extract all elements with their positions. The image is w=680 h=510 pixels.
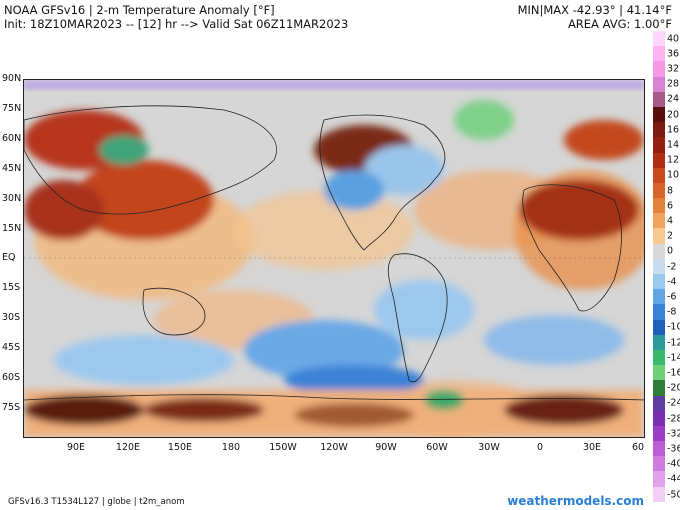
- colorbar-label: -14: [667, 352, 680, 364]
- colorbar-swatch: [653, 274, 665, 290]
- colorbar-swatch: [653, 441, 665, 457]
- colorbar-label: -32: [667, 428, 680, 440]
- anomaly-field: [24, 100, 644, 437]
- area-avg-text: AREA AVG: 1.00°F: [567, 17, 672, 31]
- colorbar-swatch: [653, 380, 665, 396]
- colorbar-swatch: [653, 198, 665, 214]
- lon-label: 150E: [167, 442, 193, 453]
- colorbar-swatch: [653, 76, 665, 92]
- colorbar-label: 20: [667, 109, 680, 121]
- colorbar-label: -36: [667, 443, 680, 455]
- colorbar-swatch: [653, 304, 665, 320]
- lat-label: 30S: [2, 312, 21, 323]
- lat-label: 90N: [2, 73, 22, 84]
- colorbar-swatch: [653, 106, 665, 123]
- colorbar-label: 24: [667, 93, 680, 105]
- lat-label: 45S: [2, 342, 21, 353]
- colorbar-label: 12: [667, 154, 680, 166]
- colorbar-swatch: [653, 61, 665, 77]
- map-title: NOAA GFSv16 | 2-m Temperature Anomaly [°…: [4, 3, 275, 17]
- colorbar-swatch: [653, 289, 665, 305]
- lon-label: 150W: [269, 442, 297, 453]
- lat-label: 15N: [2, 223, 22, 234]
- colorbar-swatch: [653, 122, 665, 138]
- credit-link[interactable]: weathermodels.com: [507, 494, 644, 508]
- colorbar-swatch: [653, 167, 665, 183]
- colorbar-swatch: [653, 91, 665, 107]
- colorbar-label: 8: [667, 185, 674, 197]
- lon-label: 30W: [478, 442, 500, 453]
- colorbar-swatch: [653, 258, 665, 274]
- lat-label: 30N: [2, 193, 22, 204]
- colorbar-label: -20: [667, 382, 680, 394]
- colorbar-swatch: [653, 410, 665, 426]
- title-left: NOAA GFSv16 | 2-m Temperature Anomaly [°…: [4, 3, 348, 31]
- colorbar-label: 32: [667, 63, 680, 75]
- colorbar-swatch: [653, 228, 665, 244]
- colorbar: [653, 31, 665, 502]
- init-valid-text: Init: 18Z10MAR2023 -- [12] hr --> Valid …: [4, 17, 349, 31]
- lat-label: EQ: [2, 252, 16, 263]
- colorbar-swatch: [653, 456, 665, 472]
- colorbar-swatch: [653, 243, 665, 259]
- lon-label: 90E: [66, 442, 86, 453]
- minmax-text: MIN|MAX -42.93° | 41.14°F: [517, 3, 672, 17]
- lat-label: 45N: [2, 163, 22, 174]
- colorbar-swatch: [653, 334, 665, 350]
- colorbar-swatch: [653, 471, 665, 487]
- coastlines: [24, 105, 644, 401]
- lon-label: 120E: [115, 442, 141, 453]
- colorbar-swatch: [653, 365, 665, 381]
- colorbar-swatch: [653, 137, 665, 153]
- colorbar-label: -50: [667, 489, 680, 501]
- colorbar-swatch: [653, 46, 665, 62]
- colorbar-label: 16: [667, 124, 680, 136]
- lon-label: 90W: [375, 442, 397, 453]
- colorbar-label: -44: [667, 473, 680, 485]
- colorbar-swatch: [653, 319, 665, 335]
- colorbar-label: 0: [667, 245, 674, 257]
- colorbar-swatch: [653, 349, 665, 366]
- colorbar-swatch: [653, 395, 665, 411]
- lon-label: 120W: [320, 442, 348, 453]
- colorbar-swatch: [653, 213, 665, 229]
- colorbar-swatch: [653, 425, 665, 442]
- colorbar-label: -12: [667, 337, 680, 349]
- lon-label: 30E: [582, 442, 602, 453]
- lat-label: 75N: [2, 103, 22, 114]
- colorbar-swatch: [653, 31, 665, 47]
- colorbar-label: -16: [667, 367, 680, 379]
- colorbar-label: 14: [667, 139, 680, 151]
- colorbar-label: -6: [667, 291, 677, 303]
- colorbar-label: 4: [667, 215, 674, 227]
- map-svg: [24, 80, 644, 437]
- lat-label: 15S: [2, 282, 21, 293]
- colorbar-swatch: [653, 182, 665, 199]
- lon-label: 60: [631, 442, 645, 453]
- colorbar-label: 10: [667, 169, 680, 181]
- title-right: MIN|MAX -42.93° | 41.14°F AREA AVG: 1.00…: [518, 3, 672, 31]
- colorbar-label: -4: [667, 276, 677, 288]
- colorbar-label: 36: [667, 48, 680, 60]
- colorbar-label: -28: [667, 413, 680, 425]
- colorbar-label: -24: [667, 397, 680, 409]
- colorbar-label: 6: [667, 200, 674, 212]
- colorbar-label: 2: [667, 230, 674, 242]
- colorbar-label: 28: [667, 78, 680, 90]
- colorbar-label: -8: [667, 306, 677, 318]
- colorbar-label: -10: [667, 321, 680, 333]
- colorbar-label: 40: [667, 33, 680, 45]
- colorbar-swatch: [653, 152, 665, 168]
- colorbar-swatch: [653, 486, 665, 502]
- lat-label: 60N: [2, 133, 22, 144]
- lat-label: 75S: [2, 402, 21, 413]
- lat-label: 60S: [2, 372, 21, 383]
- colorbar-label: -40: [667, 458, 680, 470]
- lon-label: 0: [536, 442, 544, 453]
- model-info: GFSv16.3 T1534L127 | globe | t2m_anom: [8, 497, 185, 507]
- colorbar-label: -2: [667, 261, 677, 273]
- anomaly-map: [23, 79, 645, 438]
- lon-label: 60W: [426, 442, 448, 453]
- lon-label: 180: [221, 442, 241, 453]
